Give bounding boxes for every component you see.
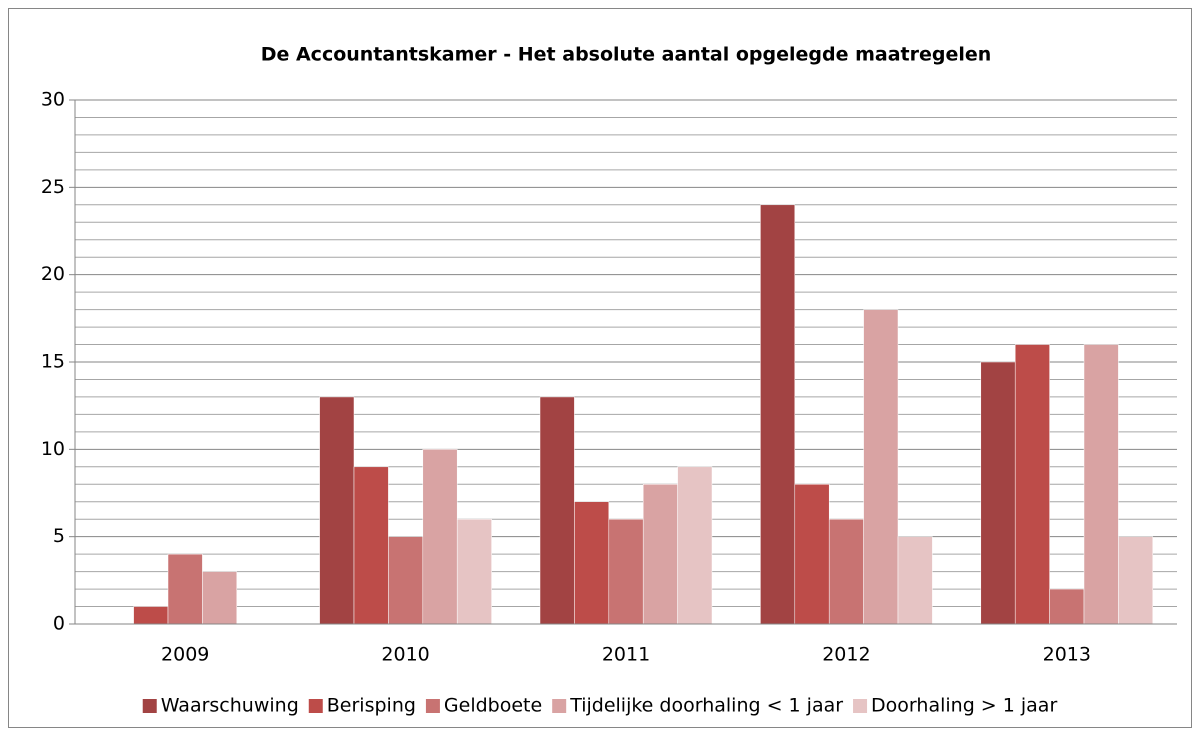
legend-label: Geldboete — [444, 695, 542, 717]
bar — [1083, 344, 1119, 625]
x-tick-label: 2012 — [822, 644, 870, 666]
y-tick-label: 5 — [53, 525, 65, 547]
legend-label: Berisping — [327, 695, 416, 717]
y-tick-label: 30 — [41, 89, 65, 111]
bar — [897, 536, 933, 625]
bar — [388, 536, 424, 625]
y-tick-label: 0 — [53, 613, 65, 635]
bar — [863, 309, 899, 625]
x-tick-label: 2011 — [602, 644, 650, 666]
legend-swatch — [142, 699, 157, 713]
bar — [1014, 344, 1050, 625]
chart-title: De Accountantskamer - Het absolute aanta… — [261, 44, 992, 66]
bar — [539, 396, 575, 625]
bar — [677, 466, 713, 625]
bar — [574, 501, 610, 625]
bar — [828, 518, 864, 625]
bar — [794, 484, 830, 625]
bar — [422, 449, 458, 625]
bar — [133, 606, 169, 625]
y-tick-label: 25 — [41, 176, 65, 198]
bar — [202, 571, 238, 625]
bar — [980, 361, 1016, 625]
legend-label: Waarschuwing — [161, 695, 299, 717]
legend-swatch — [308, 699, 323, 713]
legend-swatch — [425, 699, 440, 713]
bar — [319, 396, 355, 625]
x-tick-label: 2010 — [381, 644, 429, 666]
y-tick-label: 10 — [41, 438, 65, 460]
bar — [642, 484, 678, 625]
x-tick-label: 2009 — [161, 644, 209, 666]
legend-swatch — [552, 699, 567, 713]
bar — [608, 518, 644, 625]
bar — [353, 466, 389, 625]
bar — [456, 518, 492, 625]
bar — [167, 553, 203, 625]
bar — [1049, 588, 1085, 625]
legend-label: Tijdelijke doorhaling < 1 jaar — [569, 695, 843, 717]
bar — [1118, 536, 1154, 625]
y-tick-label: 15 — [41, 351, 65, 373]
x-tick-label: 2013 — [1043, 644, 1091, 666]
bar — [760, 204, 796, 625]
y-tick-label: 20 — [41, 263, 65, 285]
legend-swatch — [853, 699, 868, 713]
legend-label: Doorhaling > 1 jaar — [871, 695, 1057, 717]
